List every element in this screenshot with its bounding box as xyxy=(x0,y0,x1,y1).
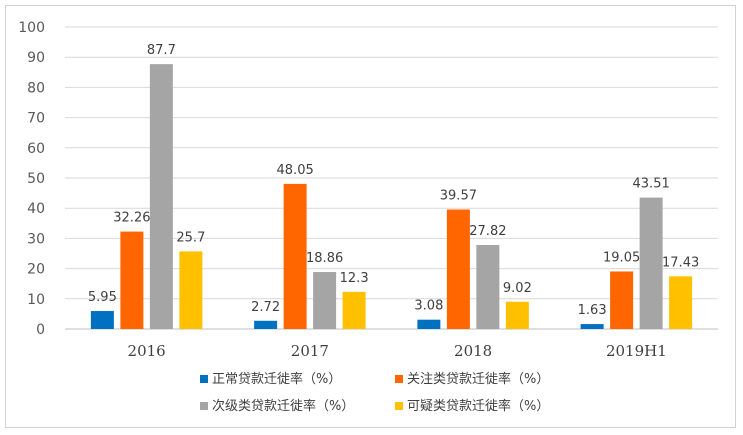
y-tick-label: 70 xyxy=(27,111,45,127)
data-label: 17.43 xyxy=(662,255,699,270)
bar xyxy=(505,301,529,329)
data-label: 39.57 xyxy=(440,188,477,203)
legend: 正常贷款迁徙率（%） 关注类贷款迁徙率（%） 次级类贷款迁徙率（%） 可疑类贷款迁徙率… xyxy=(200,371,549,414)
data-label: 9.02 xyxy=(503,281,532,296)
y-tick-label: 80 xyxy=(27,80,45,96)
bar xyxy=(254,320,278,329)
bar xyxy=(580,324,604,329)
x-tick-label: 2017 xyxy=(291,342,329,360)
bar xyxy=(120,231,144,329)
legend-label: 正常贷款迁徙率（%） xyxy=(212,371,341,387)
bar xyxy=(476,244,500,329)
bar xyxy=(313,272,337,329)
data-labels: 5.95 32.26 87.7 25.7 2.72 48.05 18.86 12.3 3.08 3… xyxy=(88,43,699,318)
y-tick-label: 100 xyxy=(18,20,45,36)
bar xyxy=(417,319,441,329)
y-tick-label: 40 xyxy=(27,201,45,217)
data-label: 43.51 xyxy=(633,177,670,192)
legend-swatch xyxy=(200,402,208,410)
y-tick-label: 90 xyxy=(27,50,45,66)
bar xyxy=(179,251,203,329)
data-label: 87.7 xyxy=(147,43,176,58)
data-label: 18.86 xyxy=(306,251,343,266)
bar xyxy=(669,276,693,329)
bar xyxy=(149,64,173,330)
data-label: 25.7 xyxy=(176,230,205,245)
legend-swatch xyxy=(200,375,208,383)
x-axis: 2016 2017 2018 2019H1 xyxy=(128,342,667,360)
data-label: 32.26 xyxy=(113,211,150,226)
legend-label: 次级类贷款迁徙率（%） xyxy=(212,398,354,414)
data-label: 12.3 xyxy=(340,271,369,286)
data-label: 19.05 xyxy=(603,250,640,265)
data-label: 3.08 xyxy=(414,299,443,314)
gridlines xyxy=(65,26,718,330)
x-tick-label: 2019H1 xyxy=(606,342,667,360)
y-tick-label: 30 xyxy=(27,231,45,247)
legend-swatch xyxy=(395,375,403,383)
x-tick-label: 2016 xyxy=(128,342,166,360)
y-tick-label: 60 xyxy=(27,141,45,157)
x-tick-label: 2018 xyxy=(454,342,492,360)
bar xyxy=(90,311,114,329)
y-tick-label: 20 xyxy=(27,262,45,278)
bar xyxy=(342,291,366,329)
bars xyxy=(90,64,693,330)
data-label: 2.72 xyxy=(251,300,280,315)
legend-label: 可疑类贷款迁徙率（%） xyxy=(407,398,549,414)
bar xyxy=(610,271,634,329)
y-tick-label: 50 xyxy=(27,171,45,187)
data-label: 48.05 xyxy=(277,163,314,178)
bar xyxy=(446,209,470,329)
y-tick-label: 10 xyxy=(27,292,45,308)
bar xyxy=(639,197,663,329)
bar xyxy=(283,183,307,329)
chart-frame xyxy=(5,5,736,428)
data-label: 27.82 xyxy=(469,224,506,239)
y-axis: 0 10 20 30 40 50 60 70 80 90 100 xyxy=(18,20,45,338)
legend-label: 关注类贷款迁徙率（%） xyxy=(407,371,549,387)
data-label: 1.63 xyxy=(578,303,607,318)
legend-swatch xyxy=(395,402,403,410)
data-label: 5.95 xyxy=(88,290,117,305)
y-tick-label: 0 xyxy=(36,322,45,338)
